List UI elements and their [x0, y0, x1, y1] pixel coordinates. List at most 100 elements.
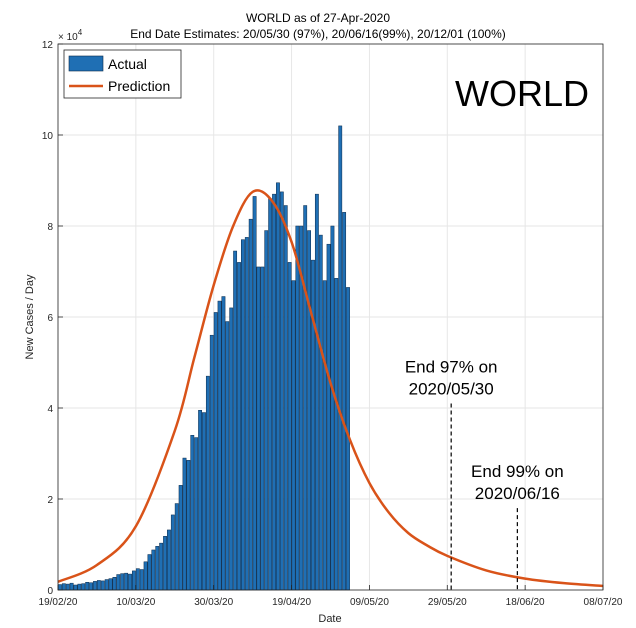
y-exponent-power: 4	[78, 28, 83, 37]
bar-actual-46	[237, 262, 241, 591]
bar-actual-2	[65, 583, 70, 591]
bar-actual-33	[186, 460, 191, 591]
bar-actual-42	[221, 296, 226, 591]
bar-actual-58	[283, 205, 288, 591]
bar-actual-15	[116, 574, 121, 591]
annotations: End 97% on 2020/05/30 End 99% on 2020/06/16	[405, 357, 564, 590]
bar-actual-71	[334, 278, 339, 591]
bar-actual-57	[279, 191, 284, 591]
bar-actual-6	[81, 583, 86, 591]
prediction-line	[57, 189, 604, 588]
x-tick-label-2: 30/03/20	[194, 597, 233, 608]
bar-actual-73	[342, 212, 347, 591]
bar-actual-30	[174, 503, 179, 591]
bar-actual-8	[89, 582, 93, 591]
bar-actual-32	[182, 457, 187, 591]
bar-actual-16	[120, 573, 125, 591]
annotation-line2-0: 2020/05/30	[409, 379, 494, 398]
bar-actual-37	[202, 412, 206, 591]
x-tick-label-0: 19/02/20	[39, 597, 78, 608]
bar-actual-13	[108, 578, 113, 591]
bar-actual-21	[139, 569, 144, 591]
y-tick-label-0: 0	[47, 586, 53, 597]
y-tick-label-4: 8	[47, 222, 53, 233]
y-tick-label-1: 2	[47, 495, 53, 506]
bar-actual-5	[77, 583, 82, 591]
bar-actual-53	[264, 230, 269, 591]
x-tick-label-1: 10/03/20	[116, 597, 155, 608]
bar-actual-27	[163, 536, 167, 591]
bar-actual-50	[252, 196, 257, 591]
bar-actual-26	[159, 542, 164, 591]
bar-actual-67	[318, 234, 323, 591]
bar-actual-29	[170, 514, 175, 591]
x-axis-ticks: 19/02/20 10/03/20 30/03/20 19/04/20 09/05/20…	[39, 585, 623, 608]
bar-actual-72	[338, 125, 343, 591]
bar-actual-17	[124, 572, 129, 591]
bar-actual-65	[311, 259, 315, 591]
bar-actual-28	[167, 529, 171, 591]
x-axis-label: Date	[318, 613, 341, 625]
legend-label-actual: Actual	[108, 56, 147, 72]
bar-actual-69	[326, 243, 331, 591]
bar-actual-45	[233, 250, 238, 591]
chart-title: WORLD as of 27-Apr-2020	[246, 11, 390, 25]
bar-actual-60	[291, 280, 296, 591]
bar-actual-4	[73, 584, 78, 591]
y-tick-label-5: 10	[42, 131, 54, 142]
bar-actual-63	[303, 205, 308, 591]
bar-actual-47	[241, 239, 245, 591]
bar-actual-49	[248, 218, 253, 591]
bar-actual-12	[104, 579, 109, 591]
bar-actual-0	[58, 584, 62, 591]
x-tick-label-7: 08/07/20	[584, 597, 623, 608]
chart-subtitle: End Date Estimates: 20/05/30 (97%), 20/0…	[130, 27, 506, 41]
bar-actual-23	[147, 554, 152, 591]
bar-actual-22	[143, 561, 148, 591]
y-axis-label: New Cases / Day	[24, 274, 36, 359]
bar-actual-35	[194, 437, 199, 591]
bar-actual-48	[244, 237, 249, 591]
bar-actual-25	[155, 546, 160, 591]
annotation-line1-1: End 99% on	[471, 462, 564, 481]
bar-actual-14	[112, 577, 117, 591]
bar-actual-66	[314, 193, 319, 591]
bar-actual-59	[287, 262, 292, 591]
legend-label-prediction: Prediction	[108, 78, 170, 94]
bar-actual-64	[307, 230, 311, 591]
bar-actual-56	[276, 182, 280, 591]
legend: Actual Prediction	[63, 49, 182, 99]
bar-actual-19	[132, 570, 136, 591]
bar-actual-24	[151, 549, 156, 591]
x-tick-label-5: 29/05/20	[428, 597, 467, 608]
x-tick-label-4: 09/05/20	[350, 597, 389, 608]
bar-actual-40	[213, 312, 218, 591]
bar-actual-31	[178, 485, 183, 591]
annotation-line2-1: 2020/06/16	[475, 484, 560, 503]
annotation-line1-0: End 97% on	[405, 357, 498, 376]
bar-actual-55	[272, 193, 276, 591]
x-tick-label-3: 19/04/20	[272, 597, 311, 608]
bar-actual-34	[190, 435, 195, 591]
bar-actual-44	[229, 307, 234, 591]
y-axis-ticks: 0 2 4 6 8 10 12	[42, 40, 63, 597]
bar-actual-61	[295, 225, 300, 591]
y-tick-label-2: 4	[47, 404, 53, 415]
bar-actual-39	[209, 334, 214, 591]
bar-actual-52	[260, 266, 265, 591]
bar-actual-20	[135, 568, 140, 591]
bar-actual-51	[256, 266, 261, 591]
bar-actual-41	[217, 300, 222, 591]
bar-actual-54	[268, 198, 273, 591]
x-tick-label-6: 18/06/20	[506, 597, 545, 608]
bar-actual-1	[61, 583, 66, 591]
bar-actual-9	[93, 581, 97, 591]
bar-actual-36	[198, 410, 202, 591]
y-tick-label-6: 12	[42, 40, 54, 51]
bar-actual-11	[100, 580, 105, 591]
bar-actual-38	[205, 375, 210, 591]
y-tick-label-3: 6	[47, 313, 53, 324]
bar-actual-70	[330, 225, 335, 591]
y-exponent-label: × 104	[58, 28, 83, 43]
